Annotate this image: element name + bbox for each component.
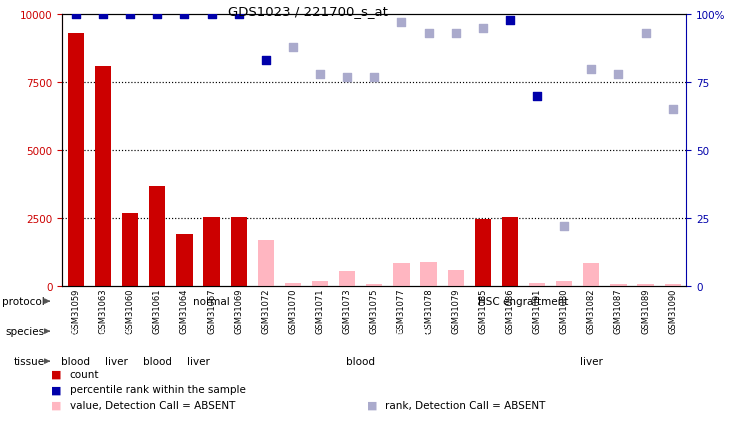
Point [423,31,435,38]
Text: liver: liver [105,356,128,366]
Point [70,12,81,19]
Text: liver: liver [186,356,209,366]
Bar [475,220,491,286]
Text: percentile rank within the sample: percentile rank within the sample [70,385,246,395]
Point [368,74,380,81]
Text: HSC engraftment: HSC engraftment [479,296,569,306]
Point [124,12,136,19]
Bar [312,282,328,286]
Point [178,12,190,19]
Bar [366,284,382,286]
Point [559,223,570,230]
Text: protocol: protocol [2,296,45,306]
Point [613,71,625,78]
Text: liver: liver [580,356,603,366]
Point [450,31,462,38]
Bar [230,217,247,286]
Point [667,107,679,114]
Bar [95,67,112,286]
Bar [529,284,545,286]
Bar [285,284,301,286]
Bar [448,270,464,286]
Point [640,31,652,38]
Text: Homo sapiens: Homo sapiens [66,326,140,336]
Point [260,58,272,65]
Text: ■: ■ [51,385,62,395]
Bar [421,262,437,286]
Point [287,44,299,51]
Point [341,74,353,81]
Point [531,93,543,100]
Bar [637,284,654,286]
Bar [203,217,219,286]
Bar [149,186,165,286]
Point [586,66,597,73]
Text: ■: ■ [51,369,62,379]
Text: normal: normal [193,296,230,306]
Bar [258,240,274,286]
Bar [584,263,600,286]
Text: blood: blood [346,356,375,366]
Point [396,20,407,27]
Bar [556,282,573,286]
Point [233,12,244,19]
Point [206,12,217,19]
Bar [122,213,138,286]
Text: ■: ■ [367,400,377,410]
Point [477,25,489,32]
Text: blood: blood [62,356,90,366]
Point [504,17,516,24]
Point [151,12,163,19]
Text: value, Detection Call = ABSENT: value, Detection Call = ABSENT [70,400,235,410]
Bar [393,263,410,286]
Text: rank, Detection Call = ABSENT: rank, Detection Call = ABSENT [385,400,545,410]
Text: GDS1023 / 221700_s_at: GDS1023 / 221700_s_at [228,5,388,18]
Text: Capra hircus: Capra hircus [382,326,448,336]
Bar [68,34,84,286]
Bar [611,284,627,286]
Text: tissue: tissue [14,356,45,366]
Bar [502,217,518,286]
Bar [664,284,681,286]
Text: blood: blood [143,356,172,366]
Text: species: species [6,326,45,336]
Text: ■: ■ [51,400,62,410]
Point [314,71,326,78]
Bar [339,272,355,286]
Bar [176,235,192,286]
Point [97,12,109,19]
Text: count: count [70,369,99,379]
